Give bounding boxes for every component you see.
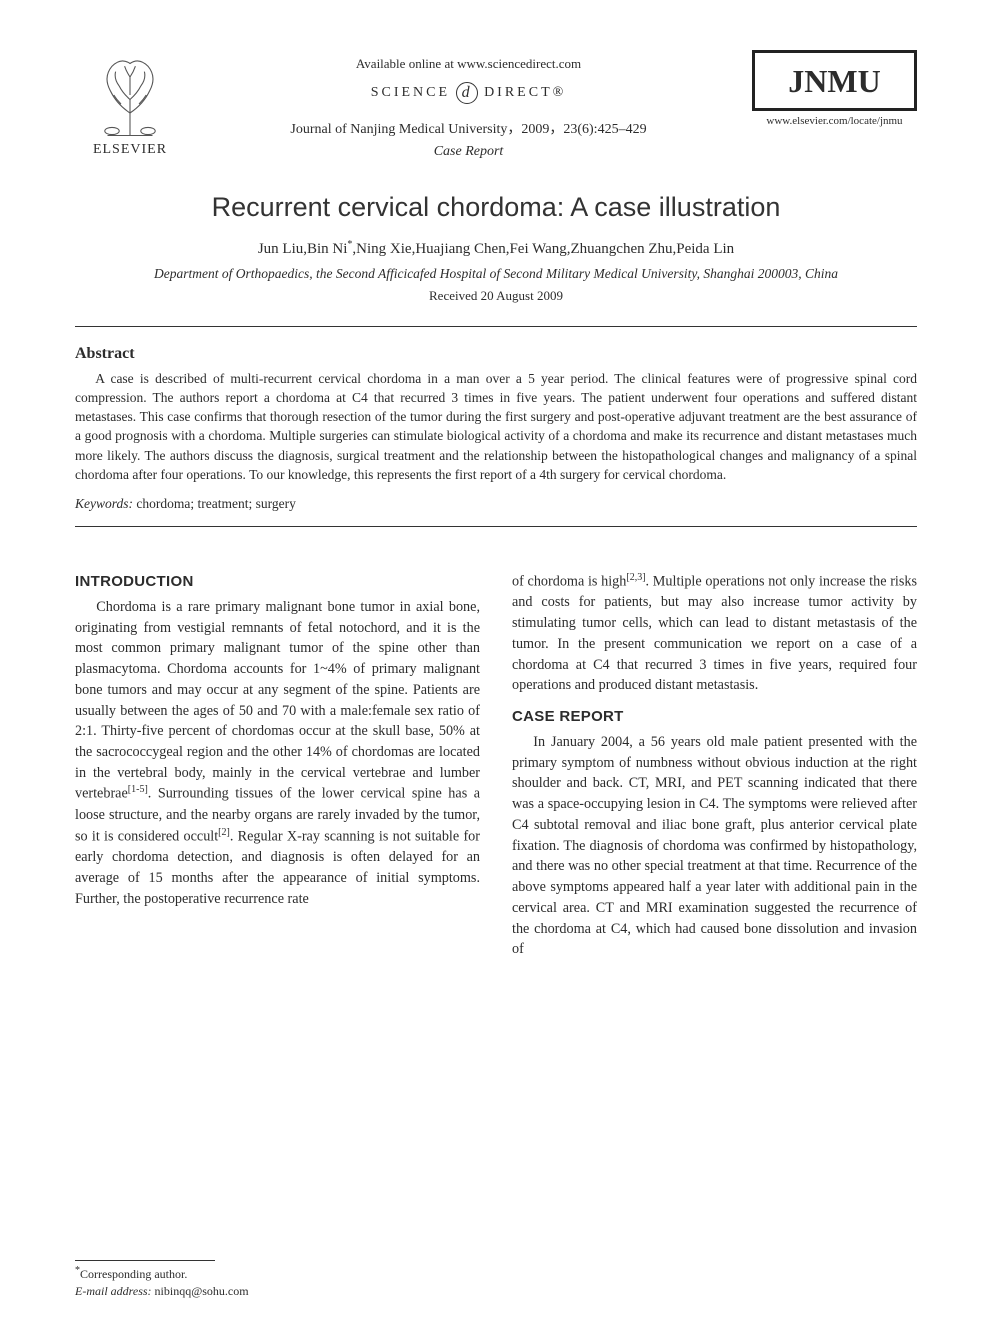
journal-url: www.elsevier.com/locate/jnmu	[752, 115, 917, 127]
article-type-label: Case Report	[185, 144, 752, 160]
jnmu-box: JNMU	[752, 50, 917, 111]
keywords-line: Keywords: chordoma; treatment; surgery	[75, 496, 917, 512]
article-title: Recurrent cervical chordoma: A case illu…	[75, 192, 917, 223]
center-header: Available online at www.sciencedirect.co…	[185, 50, 752, 160]
abstract-heading: Abstract	[75, 345, 917, 363]
col2-text-1: of chordoma is high	[512, 574, 626, 590]
publisher-logo-block: ELSEVIER	[75, 50, 185, 158]
column-right: of chordoma is high[2,3]. Multiple opera…	[512, 571, 917, 960]
introduction-paragraph: Chordoma is a rare primary malignant bon…	[75, 597, 480, 909]
corresponding-author-note: *Corresponding author.	[75, 1265, 249, 1282]
sd-text-right: DIRECT®	[484, 85, 566, 101]
keywords-label: Keywords:	[75, 496, 133, 511]
corresp-text: Corresponding author.	[80, 1267, 187, 1281]
introduction-heading: INTRODUCTION	[75, 571, 480, 593]
citation-ref-2: [2]	[218, 827, 230, 838]
header: ELSEVIER Available online at www.science…	[75, 50, 917, 160]
email-address: nibinqq@sohu.com	[152, 1284, 249, 1298]
available-online-text: Available online at www.sciencedirect.co…	[185, 56, 752, 72]
sciencedirect-logo: SCIENCE d DIRECT®	[185, 82, 752, 104]
case-report-heading: CASE REPORT	[512, 706, 917, 728]
abstract-text: A case is described of multi-recurrent c…	[75, 369, 917, 484]
elsevier-tree-icon	[85, 50, 175, 140]
authors-line: Jun Liu,Bin Ni*,Ning Xie,Huajiang Chen,F…	[75, 239, 917, 258]
citation-ref-1: [1-5]	[128, 784, 148, 795]
email-label: E-mail address:	[75, 1284, 152, 1298]
jnmu-label: JNMU	[763, 63, 906, 100]
body-columns: INTRODUCTION Chordoma is a rare primary …	[75, 571, 917, 960]
sd-text-left: SCIENCE	[371, 85, 450, 101]
col2-text-2: . Multiple operations not only increase …	[512, 574, 917, 694]
citation-ref-3: [2,3]	[626, 572, 645, 583]
journal-logo-block: JNMU www.elsevier.com/locate/jnmu	[752, 50, 917, 127]
authors-text: Jun Liu,Bin Ni*,Ning Xie,Huajiang Chen,F…	[258, 241, 734, 257]
keywords-text: chordoma; treatment; surgery	[133, 496, 296, 511]
footnote-block: *Corresponding author. E-mail address: n…	[75, 1260, 249, 1299]
divider-bottom	[75, 526, 917, 527]
email-line: E-mail address: nibinqq@sohu.com	[75, 1284, 249, 1299]
journal-citation: Journal of Nanjing Medical University，20…	[185, 118, 752, 138]
column-left: INTRODUCTION Chordoma is a rare primary …	[75, 571, 480, 960]
case-report-paragraph: In January 2004, a 56 years old male pat…	[512, 732, 917, 960]
received-date: Received 20 August 2009	[75, 288, 917, 304]
intro-text-1: Chordoma is a rare primary malignant bon…	[75, 599, 480, 802]
footnote-rule	[75, 1260, 215, 1261]
intro-continuation: of chordoma is high[2,3]. Multiple opera…	[512, 571, 917, 696]
sd-glyph-icon: d	[456, 82, 478, 104]
affiliation: Department of Orthopaedics, the Second A…	[75, 266, 917, 282]
abstract-section: Abstract A case is described of multi-re…	[75, 327, 917, 526]
publisher-name: ELSEVIER	[93, 142, 167, 158]
